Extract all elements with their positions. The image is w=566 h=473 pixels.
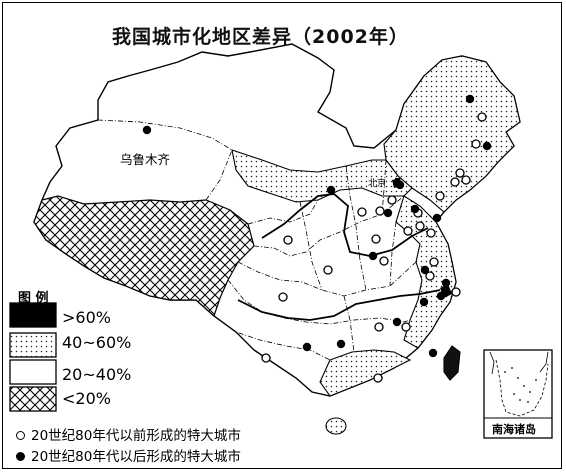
city-filled-circle	[392, 317, 402, 327]
city-filled-circle	[420, 265, 430, 275]
cities-post-1980s	[142, 94, 492, 358]
city-open-circle	[401, 322, 411, 332]
city-filled-circle	[482, 141, 492, 151]
city-open-circle	[403, 226, 413, 236]
legend-city-pre-1980s-label: 20世纪80年代以前形成的特大城市	[31, 428, 241, 444]
city-open-circle	[371, 234, 381, 244]
city-open-circle	[415, 221, 425, 231]
legend-label-under-20: <20%	[62, 389, 111, 408]
city-filled-circle	[436, 291, 446, 301]
city-open-circle	[435, 191, 445, 201]
city-open-circle	[374, 322, 384, 332]
label-beijing: 北京	[368, 179, 387, 189]
city-open-circle	[477, 112, 487, 122]
city-open-circle	[451, 287, 461, 297]
city-filled-circle	[465, 94, 475, 104]
city-open-circle	[426, 228, 436, 238]
city-filled-circle	[302, 342, 312, 352]
city-filled-circle	[410, 204, 420, 214]
city-open-circle	[323, 265, 333, 275]
rivers	[237, 193, 441, 321]
region-taiwan	[443, 345, 461, 381]
region-guangdong	[319, 349, 412, 397]
legend-swatch-dotted	[9, 332, 57, 358]
city-filled-circle	[142, 125, 152, 135]
legend-label-40-60: 40~60%	[62, 333, 132, 352]
city-open-circle	[387, 195, 397, 205]
city-filled-circle	[336, 339, 346, 349]
city-open-circle	[425, 271, 435, 281]
south-china-sea-inset	[483, 349, 553, 439]
city-filled-circle	[419, 297, 429, 307]
city-open-circle	[450, 177, 460, 187]
city-open-circle	[429, 257, 439, 267]
label-urumqi: 乌鲁木齐	[120, 152, 171, 167]
region-tibet	[33, 195, 255, 318]
legend-city-pre-1980s: 20世纪80年代以前形成的特大城市	[16, 424, 241, 444]
city-filled-circle	[428, 348, 438, 358]
legend-swatch-solid	[9, 302, 57, 328]
legend-city-post-1980s: 20世纪80年代以后形成的特大城市	[16, 445, 241, 465]
city-filled-circle	[432, 213, 442, 223]
map-title: 我国城市化地区差异（2002年）	[112, 26, 409, 48]
city-open-circle	[261, 353, 271, 363]
inset-label: 南海诸岛	[492, 423, 536, 436]
yangtze-river	[237, 289, 441, 321]
filled-circle-icon	[16, 452, 25, 461]
region-hainan	[325, 417, 347, 435]
city-open-circle	[461, 175, 471, 185]
beijing-marker	[395, 178, 400, 183]
city-open-circle	[379, 256, 389, 266]
legend-label-over-60: >60%	[62, 308, 111, 327]
province-borders	[97, 119, 417, 361]
city-filled-circle	[368, 251, 378, 261]
city-filled-circle	[441, 278, 451, 288]
city-open-circle	[455, 168, 465, 178]
yellow-river	[261, 193, 429, 257]
city-open-circle	[373, 373, 383, 383]
legend-swatch-crosshatch	[9, 386, 57, 412]
city-open-circle	[283, 235, 293, 245]
city-open-circle	[375, 206, 385, 216]
open-circle-icon	[16, 431, 25, 440]
city-filled-circle	[383, 208, 393, 218]
city-filled-circle	[326, 185, 336, 195]
map-frame	[2, 2, 562, 469]
city-open-circle	[278, 292, 288, 302]
city-open-circle	[357, 207, 367, 217]
legend-city-post-1980s-label: 20世纪80年代以后形成的特大城市	[31, 449, 241, 465]
city-open-circle	[471, 139, 481, 149]
legend-title: 图 例	[18, 291, 49, 306]
legend-label-20-40: 20~40%	[62, 365, 132, 384]
legend-swatch-blank	[9, 359, 57, 385]
